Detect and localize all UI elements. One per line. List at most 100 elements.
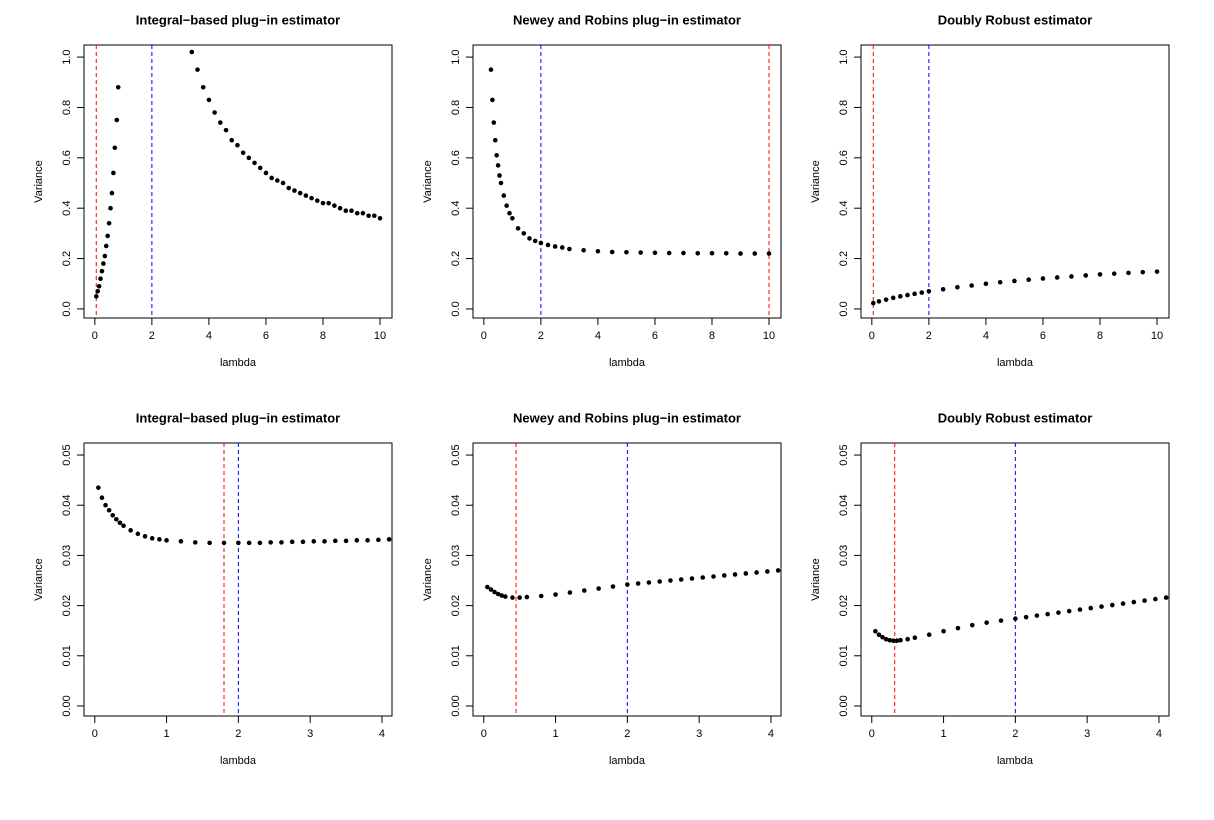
point — [354, 538, 360, 543]
y-tick-label: 0.04 — [450, 495, 462, 516]
y-tick-label: 0.02 — [450, 595, 462, 616]
point — [235, 142, 240, 148]
point — [337, 205, 343, 211]
y-tick-label: 0.8 — [450, 100, 462, 115]
point — [711, 574, 716, 579]
point — [876, 299, 882, 304]
panel-title: Newey and Robins plug−in estimator — [513, 410, 741, 425]
point — [494, 153, 499, 158]
point — [515, 226, 521, 231]
point — [503, 594, 508, 599]
point — [286, 185, 292, 191]
x-tick-label: 0 — [869, 728, 875, 740]
point — [1013, 616, 1018, 621]
y-tick-label: 1.0 — [450, 49, 462, 64]
y-tick-label: 1.0 — [61, 49, 73, 64]
point — [1140, 269, 1146, 275]
point — [766, 251, 772, 256]
x-tick-label: 4 — [206, 330, 212, 342]
point — [366, 213, 371, 219]
point — [721, 573, 727, 578]
point — [695, 250, 701, 256]
point — [111, 170, 116, 176]
point — [625, 582, 630, 587]
point — [117, 520, 123, 526]
panel-title: Doubly Robust estimator — [938, 410, 1093, 425]
point — [905, 636, 910, 642]
point — [98, 276, 103, 282]
point — [96, 485, 101, 490]
x-tick-label: 2 — [1012, 728, 1018, 740]
point — [984, 620, 989, 625]
point — [114, 117, 120, 123]
point — [1012, 278, 1017, 284]
x-axis-label: lambda — [997, 357, 1034, 369]
point — [495, 591, 501, 597]
point — [349, 208, 354, 214]
y-tick-label: 0.05 — [61, 444, 73, 465]
point — [912, 635, 918, 641]
point — [206, 97, 212, 103]
point — [538, 240, 544, 246]
point — [723, 250, 729, 256]
x-tick-label: 2 — [624, 728, 630, 740]
x-tick-label: 4 — [595, 330, 601, 342]
y-tick-label: 0.0 — [450, 301, 462, 316]
point — [912, 291, 917, 297]
point — [96, 283, 102, 289]
x-axis-label: lambda — [609, 755, 646, 767]
point — [1066, 608, 1072, 614]
y-tick-label: 0.03 — [61, 545, 73, 566]
point — [941, 628, 946, 634]
point — [263, 170, 269, 176]
point — [108, 205, 113, 211]
point — [106, 221, 112, 226]
x-axis-label: lambda — [997, 755, 1034, 767]
y-axis-label: Variance — [810, 558, 822, 601]
point — [1109, 602, 1115, 608]
point — [1131, 599, 1137, 605]
y-axis-label: Variance — [422, 160, 434, 203]
point — [890, 295, 896, 301]
x-tick-label: 3 — [696, 728, 702, 740]
point — [268, 540, 273, 545]
point — [538, 593, 544, 599]
point — [635, 581, 641, 586]
plot-frame — [860, 44, 1170, 319]
point — [1097, 272, 1103, 277]
point — [898, 637, 903, 643]
point — [121, 523, 126, 529]
point — [343, 538, 349, 544]
point — [354, 210, 360, 216]
y-tick-label: 0.00 — [61, 695, 73, 716]
point — [969, 622, 975, 628]
point — [109, 190, 115, 196]
x-axis-label: lambda — [220, 357, 257, 369]
x-tick-label: 10 — [374, 330, 386, 342]
point — [657, 579, 662, 584]
point — [732, 572, 738, 577]
point — [280, 180, 286, 186]
point — [955, 284, 960, 290]
y-tick-label: 0.8 — [61, 100, 73, 115]
point — [681, 250, 686, 256]
x-tick-label: 4 — [379, 728, 385, 740]
point — [668, 578, 673, 583]
point — [114, 516, 119, 522]
point — [95, 289, 100, 294]
point — [873, 628, 878, 634]
y-tick-label: 0.4 — [450, 201, 462, 216]
x-tick-label: 2 — [538, 330, 544, 342]
point — [93, 294, 99, 299]
point — [510, 215, 515, 221]
point — [553, 592, 558, 597]
plot-frame — [83, 44, 393, 319]
point — [492, 137, 498, 143]
point — [883, 636, 889, 642]
point — [488, 587, 494, 592]
point — [499, 593, 505, 598]
point — [142, 534, 148, 539]
y-tick-label: 0.0 — [838, 301, 850, 316]
point — [189, 49, 195, 55]
y-tick-label: 0.00 — [838, 695, 850, 716]
